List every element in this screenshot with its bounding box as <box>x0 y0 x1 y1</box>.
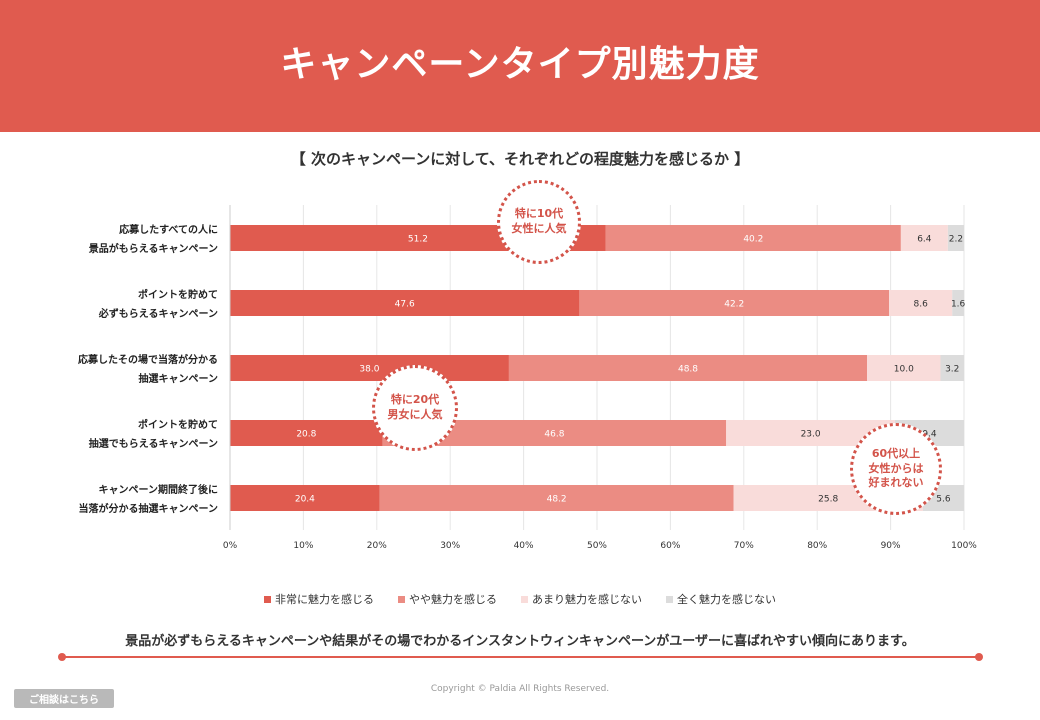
bar-segment <box>230 355 509 381</box>
x-tick-label: 60% <box>660 541 680 551</box>
callout-sixties-women-text: 60代以上 女性からは 好まれない <box>868 446 924 490</box>
divider-dot-left <box>58 653 66 661</box>
category-label: 景品がもらえるキャンペーン <box>89 242 218 255</box>
data-label: 5.6 <box>936 495 951 505</box>
page-title: キャンペーンタイプ別魅力度 <box>280 44 760 85</box>
data-label: 20.8 <box>296 430 316 440</box>
callout-twenties: 特に20代 男女に人気 <box>372 365 458 451</box>
bar-segment <box>940 355 964 381</box>
x-tick-label: 20% <box>367 541 387 551</box>
bar-segment <box>230 485 380 511</box>
data-label: 9.4 <box>922 430 937 440</box>
x-tick-label: 30% <box>440 541 460 551</box>
copyright-text: Copyright © Paldia All Rights Reserved. <box>430 684 610 694</box>
legend-swatch <box>666 595 673 603</box>
category-label: 必ずもらえるキャンペーン <box>98 307 218 320</box>
bar-segment <box>605 225 901 251</box>
bar-segment <box>952 290 964 316</box>
legend-swatch <box>521 595 528 603</box>
data-label: 47.6 <box>395 300 415 310</box>
x-tick-label: 10% <box>293 541 313 551</box>
bar-segment <box>379 485 734 511</box>
data-label: 3.2 <box>945 365 959 375</box>
category-label: 応募したすべての人に <box>119 223 218 236</box>
bar-segment <box>889 290 953 316</box>
x-tick-label: 50% <box>587 541 607 551</box>
legend-label: やや魅力を感じる <box>409 593 497 606</box>
legend-item: 全く魅力を感じない <box>666 591 776 607</box>
category-label: ポイントを貯めて <box>138 288 218 301</box>
data-label: 25.8 <box>818 495 838 505</box>
x-tick-label: 100% <box>951 541 977 551</box>
legend-label: 非常に魅力を感じる <box>275 593 374 606</box>
chart-subtitle: 【 次のキャンペーンに対して、それぞれどの程度魅力を感じるか 】 <box>290 150 750 168</box>
legend-item: 非常に魅力を感じる <box>264 591 374 607</box>
consult-button[interactable]: ご相談はこちら <box>14 689 114 708</box>
data-label: 10.0 <box>894 365 914 375</box>
legend-item: あまり魅力を感じない <box>521 591 642 607</box>
data-label: 40.2 <box>743 235 763 245</box>
x-tick-label: 80% <box>807 541 827 551</box>
data-label: 38.0 <box>359 365 379 375</box>
data-label: 8.6 <box>914 300 929 310</box>
page-header: キャンペーンタイプ別魅力度 <box>0 0 1040 132</box>
bar-segment <box>867 355 941 381</box>
x-tick-label: 0% <box>223 541 238 551</box>
data-label: 46.8 <box>544 430 564 440</box>
data-label: 42.2 <box>724 300 744 310</box>
bar-segment <box>230 420 383 446</box>
chart-legend: 非常に魅力を感じる やや魅力を感じる あまり魅力を感じない 全く魅力を感じない <box>0 591 1040 607</box>
data-label: 51.2 <box>408 235 428 245</box>
divider-dot-right <box>975 653 983 661</box>
bar-segment <box>579 290 890 316</box>
category-label: 当落が分かる抽選キャンペーン <box>79 502 219 515</box>
category-label: キャンペーン期間終了後に <box>99 483 219 496</box>
data-label: 48.8 <box>678 365 698 375</box>
x-tick-label: 40% <box>514 541 534 551</box>
divider-line <box>62 656 979 658</box>
category-label: ポイントを貯めて <box>138 418 218 431</box>
callout-sixties-women: 60代以上 女性からは 好まれない <box>850 423 942 515</box>
category-label: 応募したその場で当落が分かる <box>78 353 218 366</box>
legend-swatch <box>264 595 271 603</box>
data-label: 23.0 <box>801 430 821 440</box>
callout-teen-women-text: 特に10代 女性に人気 <box>511 207 567 235</box>
data-label: 20.4 <box>295 495 315 505</box>
category-label: 抽選でもらえるキャンペーン <box>89 437 218 450</box>
category-label: 抽選キャンペーン <box>139 372 219 385</box>
legend-item: やや魅力を感じる <box>398 591 497 607</box>
data-label: 1.6 <box>951 300 966 310</box>
callout-twenties-text: 特に20代 男女に人気 <box>387 393 443 421</box>
legend-label: 全く魅力を感じない <box>677 593 776 606</box>
data-label: 6.4 <box>917 235 932 245</box>
legend-label: あまり魅力を感じない <box>532 593 642 606</box>
callout-teen-women: 特に10代 女性に人気 <box>497 180 581 264</box>
bar-segment <box>230 290 580 316</box>
bar-segment <box>947 225 964 251</box>
conclusion-text: 景品が必ずもらえるキャンペーンや結果がその場でわかるインスタントウィンキャンペー… <box>125 634 915 649</box>
x-tick-label: 70% <box>734 541 754 551</box>
bar-segment <box>900 225 948 251</box>
data-label: 48.2 <box>547 495 567 505</box>
data-label: 2.2 <box>949 235 963 245</box>
bar-segment <box>508 355 868 381</box>
legend-swatch <box>398 595 405 603</box>
x-tick-label: 90% <box>881 541 901 551</box>
